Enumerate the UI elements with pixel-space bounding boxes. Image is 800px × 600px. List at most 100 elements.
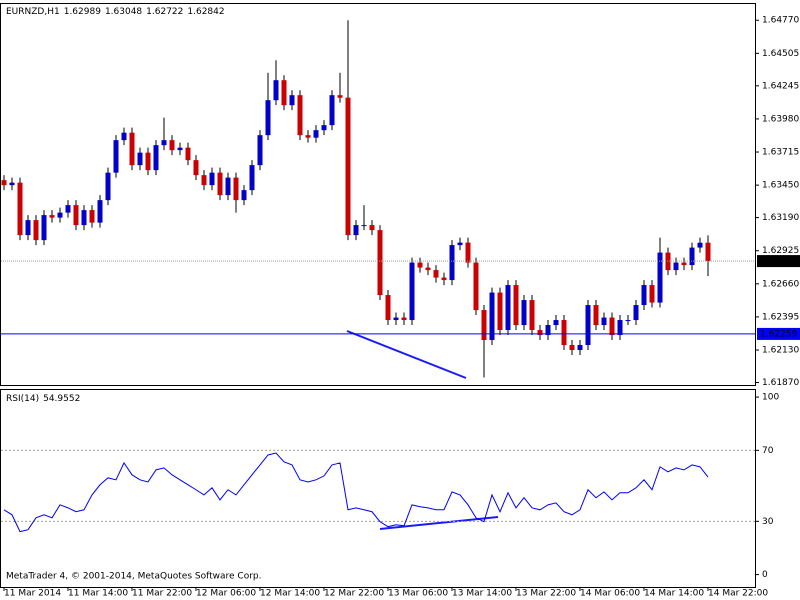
candle-body [537, 330, 543, 336]
candle-body [177, 147, 183, 151]
symbol: EURNZD,H1 [6, 7, 60, 17]
candle-body [201, 175, 207, 186]
candle-body [593, 305, 599, 326]
candle-body [81, 210, 87, 226]
candle-body [377, 230, 383, 296]
candle-body [233, 177, 239, 201]
y-tick-label: 70 [762, 446, 774, 456]
candle-body [273, 80, 279, 101]
y-tick-label: 1.63450 [762, 181, 799, 191]
candle-body [625, 320, 631, 322]
candle-body [393, 317, 399, 321]
y-tick-label: 1.62925 [762, 246, 799, 256]
candle-body [641, 285, 647, 306]
y-tick-label: 1.63190 [762, 213, 799, 223]
y-tick-label: 1.63715 [762, 148, 799, 158]
x-tick-label: 11 Mar 2014 [4, 589, 61, 599]
candle-body [481, 310, 487, 341]
candle-body [225, 177, 231, 196]
y-tick-label: 1.62660 [762, 279, 799, 289]
x-tick-label: 13 Mar 22:00 [516, 589, 576, 599]
y-tick-label: 1.64245 [762, 81, 799, 91]
y-tick-label: 1.62395 [762, 312, 799, 322]
rsi-line [3, 452, 709, 533]
y-tick-label: 30 [762, 517, 774, 527]
candle-body [337, 95, 343, 98]
candle-body [409, 262, 415, 321]
y-tick-label: 1.62130 [762, 346, 799, 356]
candle-body [609, 317, 615, 336]
candle-body [553, 320, 559, 326]
main-panel [0, 3, 756, 386]
candle-body [441, 277, 447, 281]
candle-body [329, 95, 335, 126]
candle-body [169, 140, 175, 151]
candle-body [449, 245, 455, 281]
rsi-panel [0, 389, 756, 588]
candle-body [241, 190, 247, 201]
candle-body [113, 140, 119, 173]
rsi-header: RSI(14) 54.9552 [6, 394, 80, 404]
candle-body [425, 267, 431, 271]
candle-body [105, 172, 111, 201]
candle-body [673, 262, 679, 271]
current-price-box [757, 255, 800, 268]
candle-body [433, 270, 439, 278]
candle-body [17, 182, 23, 236]
candle-body [689, 247, 695, 266]
candle-body [385, 295, 391, 321]
candle-body [473, 262, 479, 311]
x-tick-label: 14 Mar 22:00 [708, 589, 768, 599]
rsi-current: 54.9552 [43, 394, 80, 404]
candle-body [497, 292, 503, 331]
x-tick-label: 12 Mar 22:00 [324, 589, 384, 599]
footer: MetaTrader 4, © 2001-2014, MetaQuotes So… [6, 572, 262, 582]
candle-body [545, 325, 551, 336]
candle-body [25, 220, 31, 236]
header-open: 1.62989 [64, 7, 101, 17]
candle-body [585, 305, 591, 346]
candle-body [489, 292, 495, 341]
x-tick-label: 14 Mar 06:00 [580, 589, 640, 599]
candle-body [1, 180, 7, 186]
header-close: 1.62842 [187, 7, 224, 17]
candle-body [321, 125, 327, 131]
current-price-label: 1.62842 [760, 257, 797, 267]
candle-body [161, 140, 167, 146]
candle-body [9, 182, 15, 186]
candle-body [513, 285, 519, 326]
candle-body [569, 345, 575, 351]
candle-body [145, 152, 151, 171]
candle-body [657, 252, 663, 303]
candle-body [417, 262, 423, 268]
x-tick-label: 14 Mar 14:00 [644, 589, 704, 599]
candle-body [97, 200, 103, 223]
candle-body [401, 317, 407, 321]
header-low: 1.62722 [146, 7, 183, 17]
candle-body [89, 210, 95, 223]
y-tick-label: 1.63980 [762, 114, 799, 124]
candle-body [121, 132, 127, 141]
chart-header: EURNZD,H1 1.62989 1.63048 1.62722 1.62842 [6, 7, 225, 17]
candle-body [353, 225, 359, 236]
candle-body [697, 242, 703, 248]
x-tick-label: 12 Mar 06:00 [196, 589, 256, 599]
candle-body [137, 152, 143, 166]
candle-body [577, 345, 583, 351]
candle-body [617, 320, 623, 336]
x-tick-label: 11 Mar 14:00 [68, 589, 128, 599]
x-tick-label: 13 Mar 06:00 [388, 589, 448, 599]
candle-body [361, 225, 367, 227]
candle-body [313, 130, 319, 138]
candle-body [209, 172, 215, 186]
trendline [346, 330, 467, 379]
candle-body [217, 172, 223, 196]
candle-body [289, 95, 295, 106]
candle-body [649, 285, 655, 303]
candle-body [73, 205, 79, 226]
candle-body [41, 215, 47, 241]
candle-body [529, 300, 535, 331]
candle-body [305, 135, 311, 138]
rsi-name: RSI(14) [6, 394, 39, 404]
